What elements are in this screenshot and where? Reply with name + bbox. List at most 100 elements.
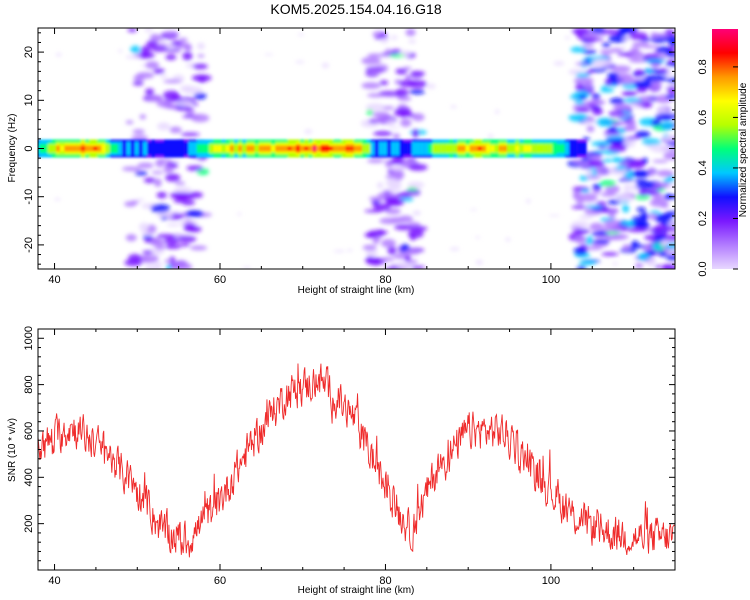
ridge-cell: [188, 142, 194, 155]
heatmap-cell: [183, 43, 192, 51]
heatmap-cell: [649, 210, 661, 215]
heatmap-cell: [365, 249, 378, 257]
heatmap-cell: [197, 54, 205, 58]
heatmap-cell: [575, 72, 590, 78]
heatmap-cell: [601, 29, 620, 35]
ridge-cell: [324, 146, 331, 151]
heatmap-cell: [585, 205, 602, 209]
heatmap-cell: [634, 195, 651, 200]
heatmap-cell: [495, 109, 500, 115]
heatmap-cell: [663, 193, 674, 200]
heatmap-cell: [589, 222, 604, 232]
spectrogram-y-label: Frequency (Hz): [7, 114, 18, 183]
snr-y-tick-label: 1000: [23, 326, 35, 350]
colorbar-tick-label: 0.6: [697, 110, 709, 125]
heatmap-cell: [169, 256, 176, 262]
heatmap-cell: [165, 173, 181, 182]
heatmap-cell: [397, 109, 406, 115]
ridge-cell: [196, 144, 202, 153]
ridge-cell: [535, 144, 542, 153]
spectrogram-y-tick-label: 10: [23, 94, 35, 106]
heatmap-cell: [586, 168, 593, 177]
heatmap-cell: [154, 178, 162, 187]
heatmap-cell: [409, 225, 428, 232]
ridge-cell: [395, 142, 401, 155]
ridge-cell: [515, 145, 521, 152]
heatmap-cell: [645, 68, 654, 73]
ridge-cell: [564, 142, 571, 155]
heatmap-cell: [585, 70, 594, 75]
ridge-cell: [56, 145, 62, 152]
heatmap-cell: [580, 189, 590, 193]
ridge-cell: [374, 142, 380, 155]
heatmap-cell: [611, 65, 631, 73]
heatmap-cell: [155, 158, 165, 168]
heatmap-cell: [608, 34, 628, 43]
ridge-cell: [138, 142, 145, 155]
heatmap-cell: [578, 260, 596, 266]
heatmap-cell: [588, 159, 605, 168]
heatmap-cell: [406, 259, 418, 264]
heatmap-cell: [174, 181, 186, 186]
heatmap-cell: [601, 42, 611, 48]
heatmap-cell: [643, 75, 664, 83]
ridge-cell: [544, 144, 550, 153]
ridge-cell: [151, 142, 157, 155]
heatmap-cell: [382, 106, 395, 110]
heatmap-cell: [666, 86, 675, 95]
heatmap-cell: [411, 70, 426, 77]
heatmap-cell: [130, 45, 141, 54]
ridge-cell: [242, 144, 248, 153]
heatmap-cell: [601, 252, 619, 257]
heatmap-cell: [163, 166, 174, 174]
heatmap-cell: [150, 238, 165, 247]
heatmap-cell: [380, 37, 389, 44]
heatmap-cell: [663, 178, 672, 183]
heatmap-cell: [321, 62, 330, 69]
heatmap-cell: [582, 152, 603, 156]
ridge-cell: [262, 145, 269, 152]
heatmap-cell: [144, 264, 162, 269]
heatmap-cell: [373, 203, 391, 212]
heatmap-cell: [185, 210, 204, 218]
heatmap-cell: [368, 257, 383, 266]
ridge-cell: [531, 144, 537, 153]
heatmap-cell: [172, 262, 193, 269]
heatmap-cell: [142, 250, 153, 255]
heatmap-cell: [151, 170, 164, 175]
ridge-cell: [399, 142, 405, 155]
heatmap-cell: [125, 234, 137, 242]
heatmap-cell: [388, 181, 402, 191]
heatmap-cell: [641, 157, 648, 164]
heatmap-cell: [157, 122, 171, 131]
ridge-cell: [221, 144, 227, 153]
heatmap-cell: [635, 182, 656, 190]
ridge-cell: [113, 144, 120, 153]
heatmap-cell: [164, 259, 171, 264]
ridge-cell: [457, 145, 463, 152]
heatmap-cell: [579, 214, 594, 220]
heatmap-cell: [475, 236, 481, 239]
spectrogram-x-tick-label: 40: [48, 274, 60, 286]
ridge-cell: [85, 145, 91, 152]
heatmap-cell: [297, 33, 305, 37]
heatmap-cell: [132, 129, 145, 135]
ridge-cell: [568, 142, 575, 155]
ridge-cell: [581, 142, 587, 155]
spectrogram-y-tick-label: 0: [23, 145, 35, 151]
spectrogram-x-tick-label: 100: [542, 274, 560, 286]
ridge-cell: [329, 146, 335, 151]
heatmap-cell: [573, 246, 588, 256]
ridge-cell: [494, 144, 500, 153]
heatmap-cell: [138, 52, 155, 59]
colorbar-ticks: 0.0 0.2 0.4 0.6 0.8: [697, 59, 738, 277]
heatmap-cell: [367, 53, 383, 58]
heatmap-cell: [632, 41, 649, 48]
ridge-cell: [254, 144, 260, 153]
heatmap-cell: [366, 93, 385, 98]
ridge-cell: [577, 142, 583, 155]
ridge-cell: [345, 146, 351, 151]
heatmap-cell: [408, 39, 417, 44]
heatmap-cell: [400, 118, 412, 128]
heatmap-cell: [591, 93, 601, 100]
